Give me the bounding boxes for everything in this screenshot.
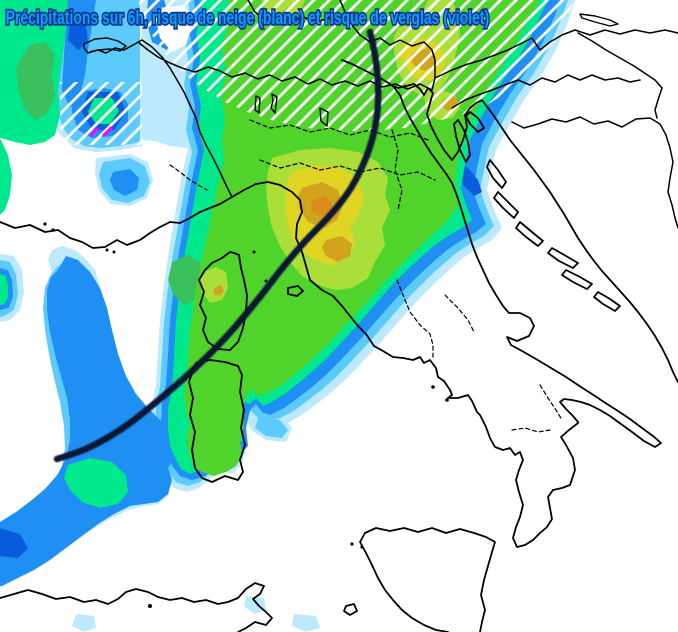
coastline-layer [0,59,678,632]
front-line [53,28,382,463]
border-layer [83,0,678,229]
rain-intensity-11 [311,196,332,216]
map-title: Précipitations sur 6h, risque de neige (… [6,7,490,29]
regional-border-layer [169,119,563,433]
ice-hatch-overlay [88,125,114,138]
